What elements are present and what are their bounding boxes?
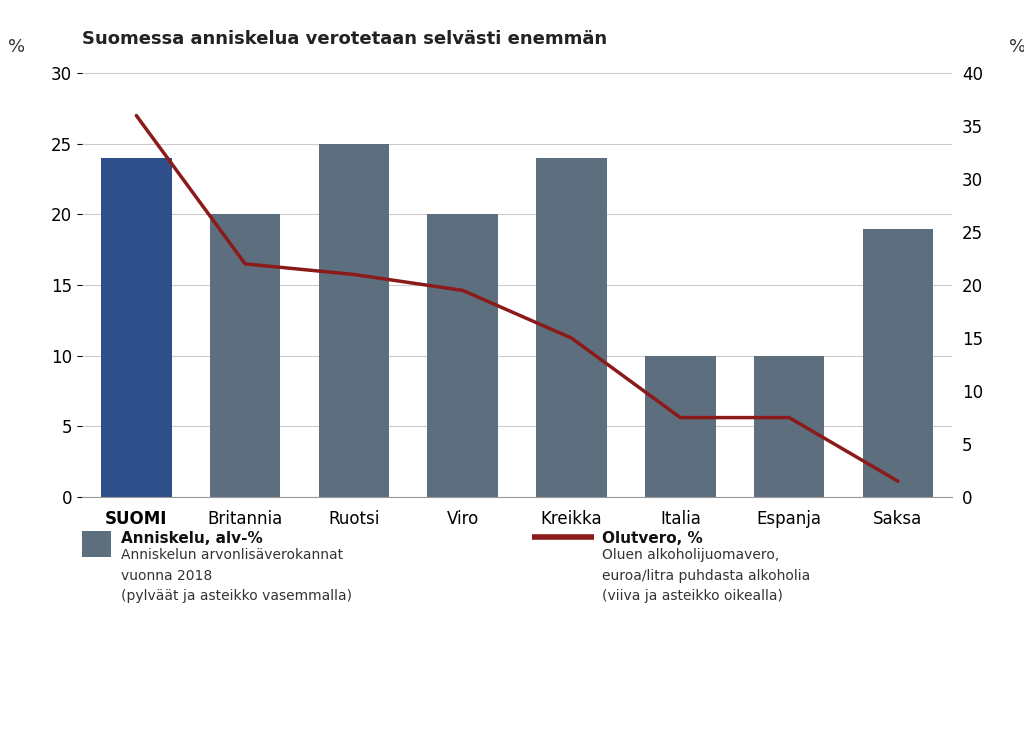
Text: Anniskelun arvonlisäverokannat
vuonna 2018
(pylväät ja asteikko vasemmalla): Anniskelun arvonlisäverokannat vuonna 20…: [121, 548, 352, 604]
Bar: [862, 229, 933, 497]
Text: Oluen alkoholijuomavero,
euroa/litra puhdasta alkoholia
(viiva ja asteikko oikea: Oluen alkoholijuomavero, euroa/litra puh…: [602, 548, 810, 604]
Bar: [754, 356, 824, 497]
Text: %: %: [8, 38, 26, 56]
Bar: [645, 356, 716, 497]
Text: Olutvero, %: Olutvero, %: [602, 531, 702, 545]
Text: %: %: [1009, 38, 1024, 56]
Bar: [210, 214, 281, 497]
Bar: [101, 158, 172, 497]
Text: Suomessa anniskelua verotetaan selvästi enemmän: Suomessa anniskelua verotetaan selvästi …: [82, 29, 607, 48]
Text: Anniskelu, alv-%: Anniskelu, alv-%: [121, 531, 262, 545]
Bar: [537, 158, 607, 497]
Bar: [427, 214, 498, 497]
Bar: [318, 144, 389, 497]
